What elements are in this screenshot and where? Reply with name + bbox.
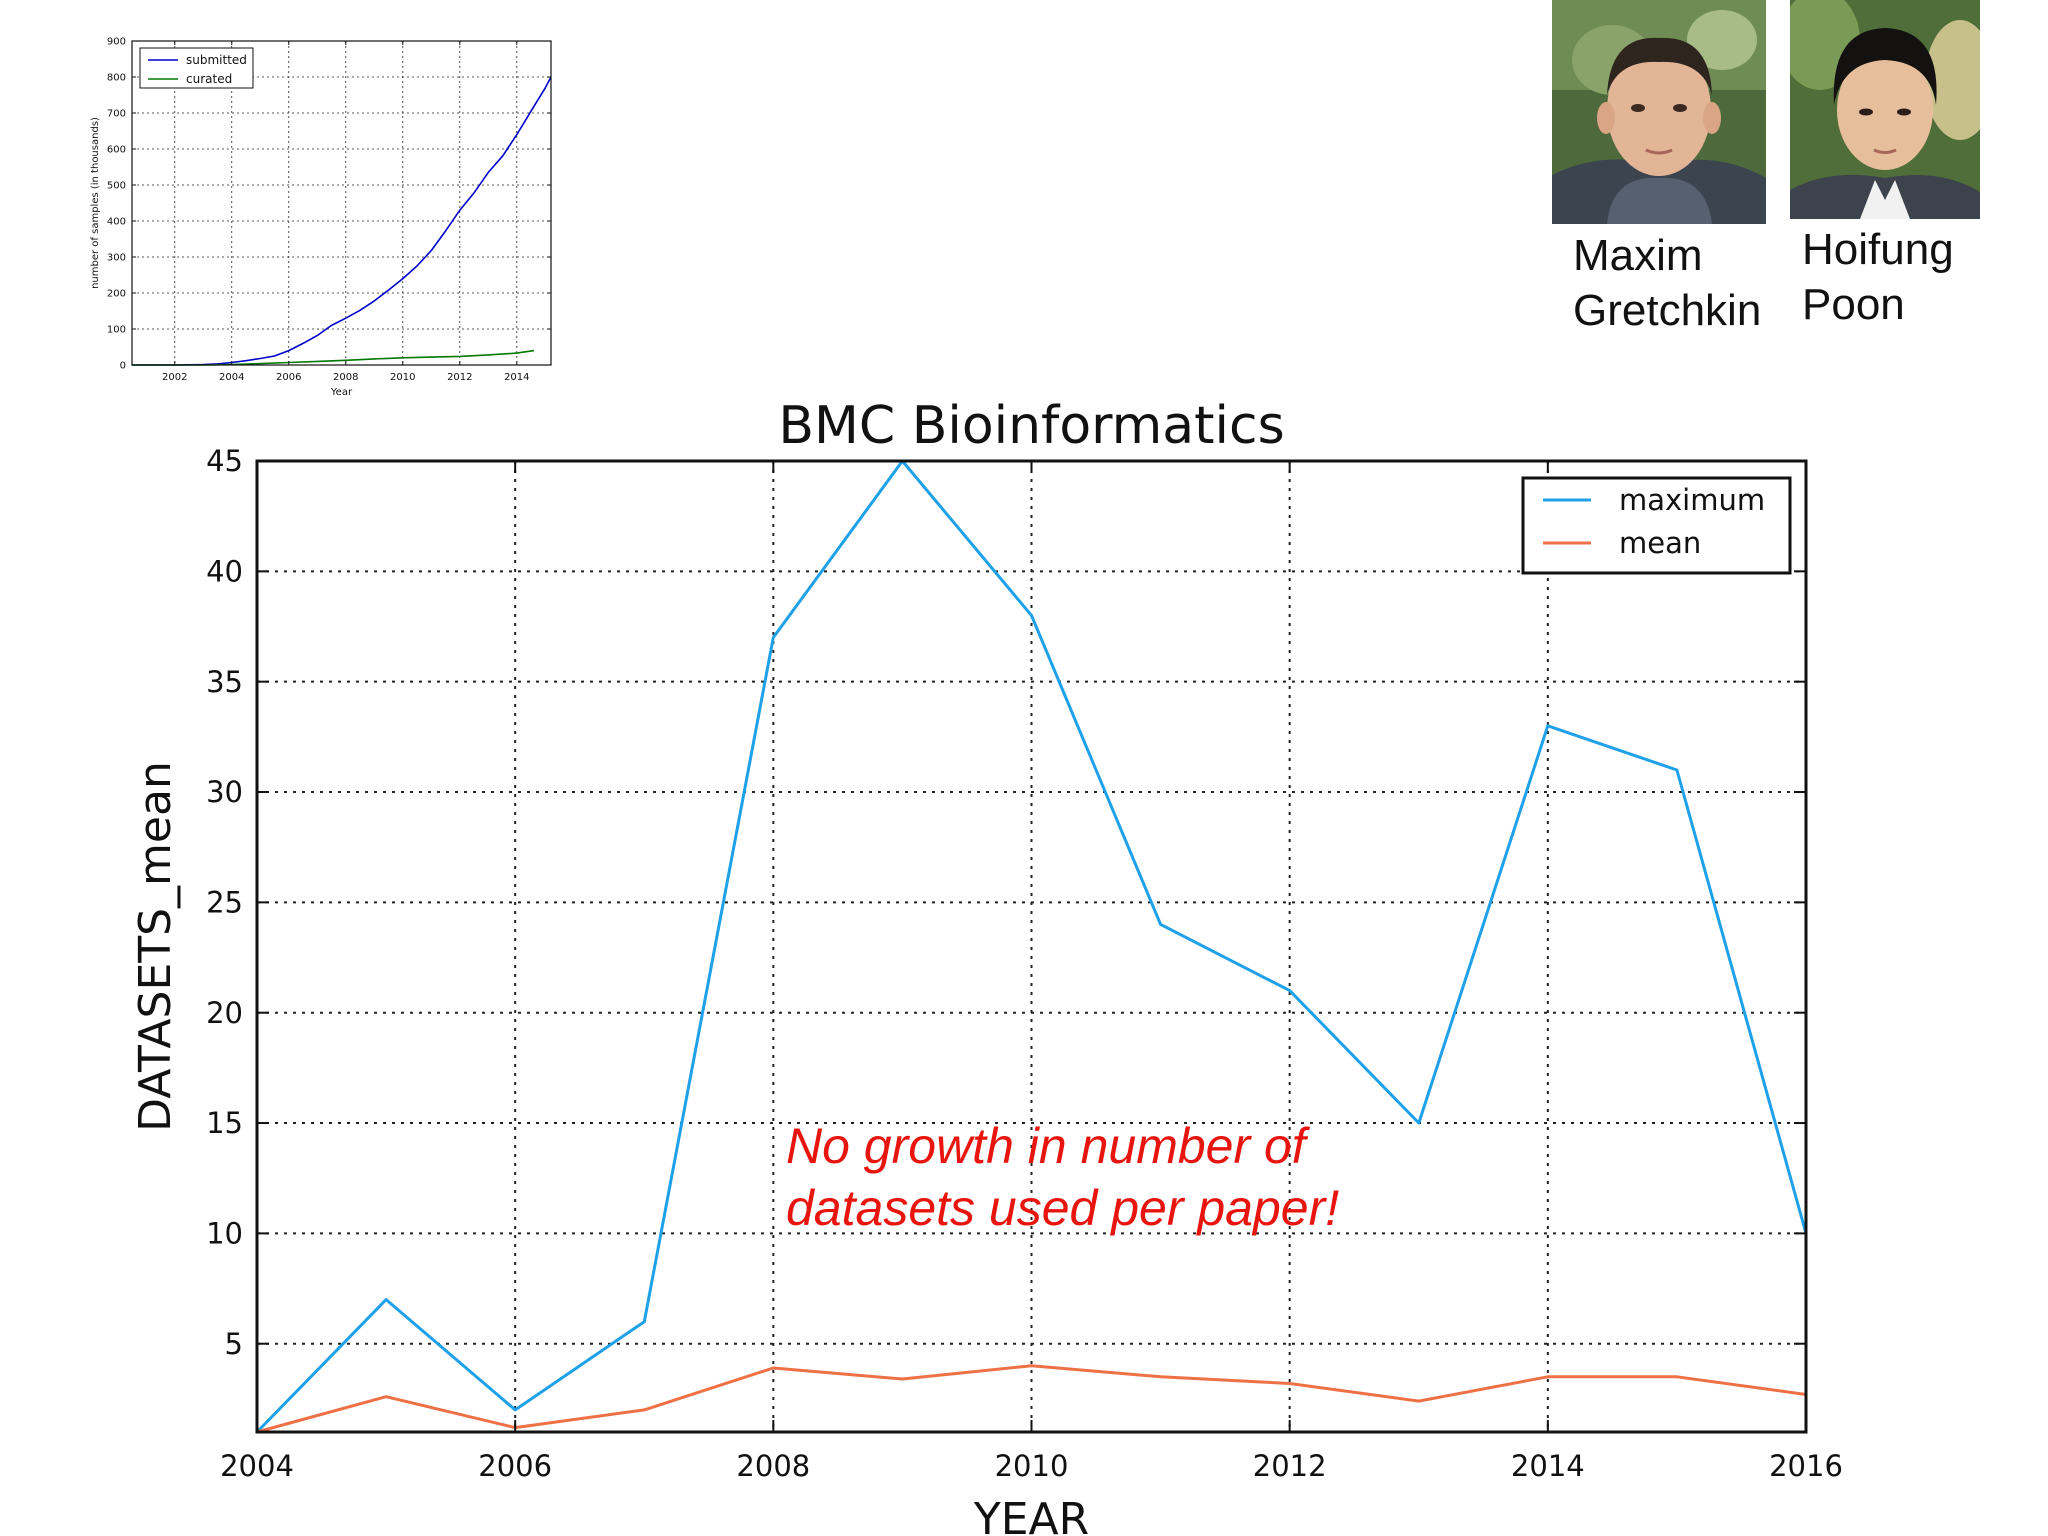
annotation-line: datasets used per paper! xyxy=(786,1180,1340,1236)
y-tick-label: 200 xyxy=(107,289,126,300)
person-name-maxim: Maxim Gretchkin xyxy=(1573,228,1761,338)
y-tick-label: 10 xyxy=(206,1217,243,1251)
hoifung-poon-photo xyxy=(1790,0,1980,219)
y-tick-label: 0 xyxy=(120,361,126,372)
x-tick-label: 2004 xyxy=(220,1449,294,1483)
y-tick-label: 800 xyxy=(107,73,126,84)
x-tick-label: 2002 xyxy=(162,372,187,383)
person-name-line: Hoifung xyxy=(1802,225,1954,274)
legend-label-submitted: submitted xyxy=(186,53,247,67)
x-tick-label: 2012 xyxy=(447,372,472,383)
legend-label-mean: mean xyxy=(1619,526,1701,560)
y-tick-label: 700 xyxy=(107,109,126,120)
y-tick-label: 900 xyxy=(107,37,126,48)
x-tick-label: 2004 xyxy=(219,372,244,383)
person-name-hoifung: Hoifung Poon xyxy=(1802,222,1954,332)
plot-area xyxy=(132,41,551,365)
annotation-line: No growth in number of xyxy=(786,1118,1306,1174)
y-tick-label: 30 xyxy=(206,775,243,809)
person-name-line: Poon xyxy=(1802,280,1905,329)
person-name-line: Maxim xyxy=(1573,231,1703,280)
chart-title: BMC Bioinformatics xyxy=(778,396,1284,456)
x-tick-label: 2014 xyxy=(1511,1449,1585,1483)
y-tick-label: 400 xyxy=(107,217,126,228)
x-tick-label: 2010 xyxy=(995,1449,1069,1483)
y-tick-label: 25 xyxy=(206,886,243,920)
y-tick-label: 500 xyxy=(107,181,126,192)
y-tick-label: 40 xyxy=(206,554,243,588)
plot-frame xyxy=(131,40,552,366)
y-tick-label: 15 xyxy=(206,1106,243,1140)
y-axis-label: number of samples (in thousands) xyxy=(90,117,101,289)
x-tick-label: 2012 xyxy=(1253,1449,1327,1483)
series-line-submitted xyxy=(132,76,552,366)
maxim-gretchkin-photo xyxy=(1552,0,1766,224)
y-tick-label: 35 xyxy=(206,665,243,699)
y-tick-label: 100 xyxy=(107,325,126,336)
x-tick-label: 2010 xyxy=(390,372,415,383)
y-tick-label: 5 xyxy=(225,1327,243,1361)
person-name-line: Gretchkin xyxy=(1573,286,1762,335)
x-tick-label: 2008 xyxy=(333,372,358,383)
legend-box xyxy=(1521,476,1792,575)
legend-label-maximum: maximum xyxy=(1619,483,1765,517)
x-tick-label: 2006 xyxy=(276,372,301,383)
series-line-maximum xyxy=(255,459,1808,1434)
legend-label-curated: curated xyxy=(186,72,232,86)
x-axis-label: Year xyxy=(330,387,353,398)
y-axis-label: DATASETS_mean xyxy=(130,761,181,1132)
plot-area xyxy=(257,461,1806,1432)
x-tick-label: 2006 xyxy=(478,1449,552,1483)
legend-box xyxy=(139,47,254,89)
annotation-text: No growth in number of datasets used per… xyxy=(786,1115,1339,1239)
x-tick-label: 2014 xyxy=(504,372,529,383)
bmc-bioinformatics-chart: 2004 2006 2008 2010 2012 2014 2016 5 10 15 20 25 30 3… xyxy=(130,396,1843,1536)
y-tick-label: 20 xyxy=(206,996,243,1030)
y-tick-label: 600 xyxy=(107,145,126,156)
x-axis-label: YEAR xyxy=(973,1494,1089,1536)
x-tick-label: 2008 xyxy=(736,1449,810,1483)
y-tick-label: 45 xyxy=(206,444,243,478)
y-tick-label: 300 xyxy=(107,253,126,264)
x-tick-label: 2016 xyxy=(1769,1449,1843,1483)
samples-chart: 2002 2004 2006 2008 2010 2012 2014 0 100 200 300 40… xyxy=(90,37,552,398)
